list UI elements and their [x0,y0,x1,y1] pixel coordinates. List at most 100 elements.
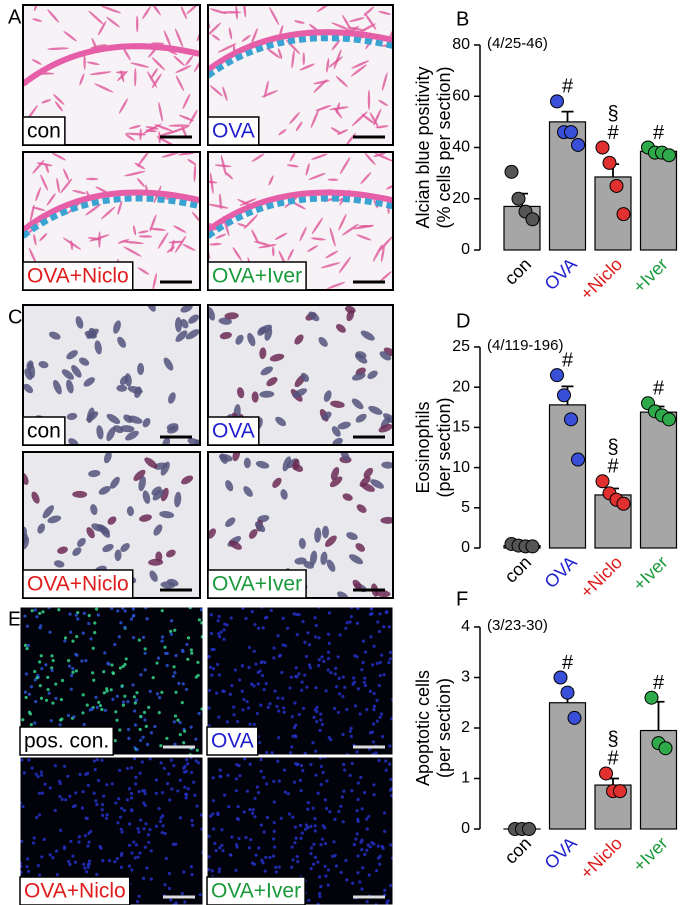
cell [377,629,382,634]
image-frame [207,4,394,146]
tissue-fiber [268,175,274,186]
nucleus [314,527,322,543]
cell [143,668,147,672]
tissue-fiber [185,55,194,66]
cell [218,846,222,850]
cell [227,805,231,809]
cell [168,798,172,802]
nucleus [259,347,267,360]
cell [268,855,272,859]
cell [178,720,182,725]
nucleus [91,523,104,532]
tissue-fiber [367,89,371,111]
cell [389,843,393,847]
y-tick-label: 5 [461,499,470,516]
cell [131,614,136,618]
cell [220,843,224,847]
cell [160,690,164,694]
cell [135,900,140,904]
cell [317,664,321,668]
cell [97,700,101,704]
mucus-cells [23,195,200,239]
y-tick-label: 40 [452,139,470,156]
tissue-fiber [331,22,352,31]
cell [240,689,244,693]
cell [255,785,259,789]
cell [193,793,197,797]
y-tick-label: 20 [452,378,470,395]
cell [110,607,114,610]
nucleus [137,362,145,376]
cell [333,672,337,676]
nucleus [113,320,121,334]
cell [345,707,349,712]
significance-mark: # [562,652,574,674]
tissue-fiber [261,90,278,98]
tissue-fiber [299,63,315,71]
tissue-fiber [136,15,139,33]
cell [119,827,123,831]
cell [194,675,198,679]
cell [90,707,94,711]
cell [343,768,347,772]
cell [235,845,239,849]
cell [96,613,100,617]
cell [272,779,276,783]
cell [189,648,193,652]
image-label: OVA+Iver [212,573,302,596]
cell [272,800,276,804]
y-tick-label: 60 [452,87,470,104]
cell [55,873,59,877]
cell [121,703,126,707]
tissue-fiber [209,85,223,97]
nucleus [133,469,146,482]
cell [196,660,200,664]
nucleus [368,405,383,415]
tissue-fiber [166,246,175,253]
cell [251,811,255,815]
cell [132,695,136,699]
cell [24,695,28,700]
nucleus [181,475,194,485]
nucleus [23,383,34,394]
cell [215,662,220,667]
nucleus [110,476,120,489]
nucleus [72,490,88,498]
cell [290,845,294,849]
significance-mark: § [607,729,618,751]
cell [216,619,220,623]
nucleus [102,544,114,553]
epithelium [23,189,200,233]
cell [128,843,132,847]
cell [91,646,95,650]
cell [375,698,379,703]
tissue-fiber [101,5,122,14]
cell [269,608,273,613]
cell [129,796,134,800]
tissue-fiber [174,235,187,253]
cell [155,661,159,665]
cell [282,710,286,714]
cell [363,650,368,654]
cell [48,786,52,790]
cell [233,668,238,672]
cell [290,745,294,749]
bar [548,404,587,549]
cell [234,842,239,847]
cell [217,632,221,636]
cell [77,835,81,839]
cell [135,748,139,752]
cell [176,789,180,793]
cell [261,626,265,630]
cell [320,722,325,727]
cell [238,774,242,778]
nucleus [355,413,367,423]
bar [639,150,678,251]
tissue-fiber [335,75,348,88]
tissue-fiber [315,105,332,112]
cell [127,864,132,868]
tissue-fiber [360,172,372,185]
tissue-fiber [369,112,379,129]
cell [265,750,269,755]
cell [370,841,374,845]
